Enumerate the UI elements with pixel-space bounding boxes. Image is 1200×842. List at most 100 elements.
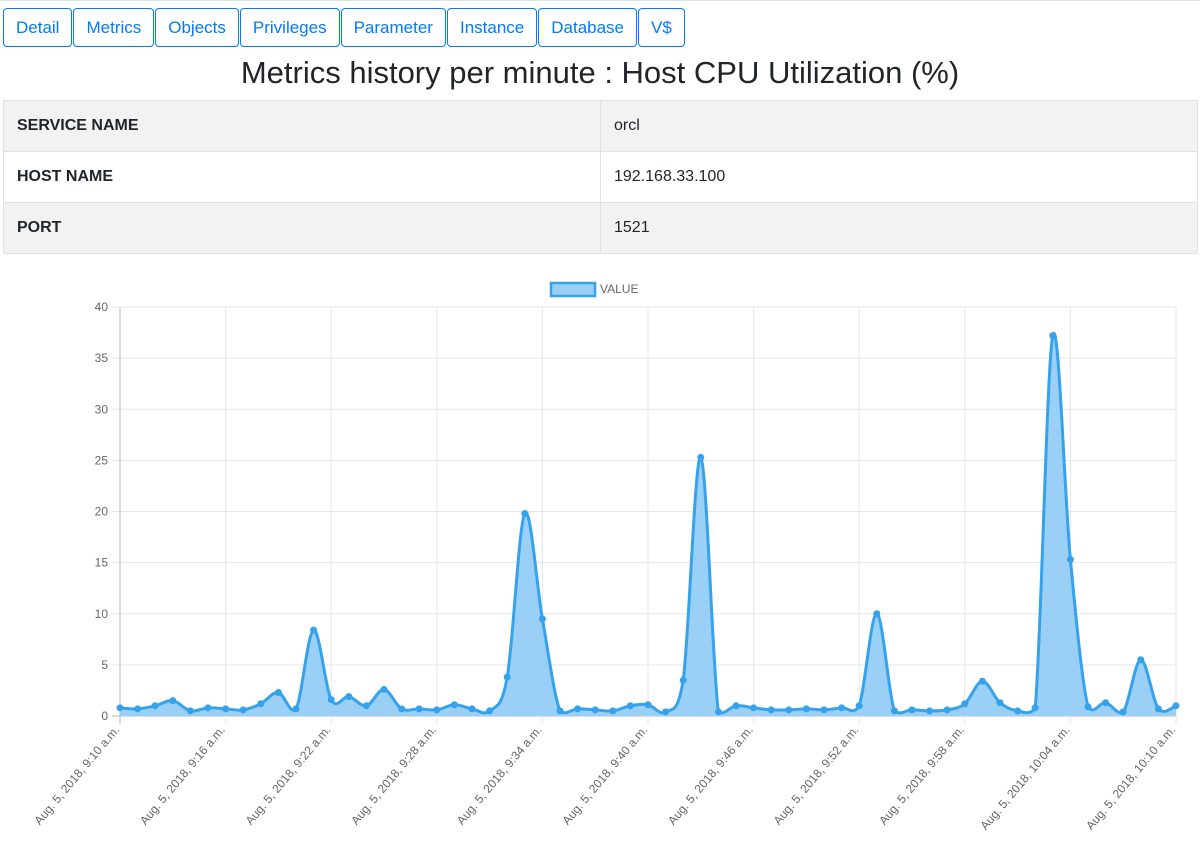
data-point [204, 704, 212, 712]
data-point [961, 700, 969, 708]
data-point [1084, 703, 1092, 711]
data-point [433, 706, 441, 714]
data-point [679, 676, 687, 684]
data-point [134, 705, 142, 713]
host-name-value: 192.168.33.100 [600, 151, 1198, 203]
x-tick-label: Aug. 5, 2018, 9:28 a.m. [348, 723, 439, 828]
data-point [838, 704, 846, 712]
data-point [978, 677, 986, 685]
y-tick-label: 35 [95, 351, 109, 365]
data-point [274, 688, 282, 696]
data-point [556, 707, 564, 715]
y-tick-label: 15 [95, 556, 109, 570]
data-point [538, 615, 546, 623]
data-point [1049, 332, 1057, 340]
data-point [468, 705, 476, 713]
data-point [1102, 699, 1110, 707]
port-label: PORT [3, 202, 601, 254]
data-point [116, 704, 124, 712]
legend-swatch [549, 281, 597, 298]
data-point [486, 707, 494, 715]
table-row: SERVICE NAME orcl [3, 100, 1198, 152]
x-tick-label: Aug. 5, 2018, 10:10 a.m. [1083, 723, 1178, 833]
data-point [697, 453, 705, 461]
tab-objects[interactable]: Objects [155, 8, 239, 47]
data-point [222, 705, 230, 713]
info-table: SERVICE NAME orcl HOST NAME 192.168.33.1… [3, 100, 1198, 254]
data-point [802, 705, 810, 713]
data-point [785, 706, 793, 714]
legend-label: VALUE [600, 282, 638, 296]
data-point [1066, 556, 1074, 564]
data-point [257, 700, 265, 708]
data-point [503, 673, 511, 681]
x-tick-label: Aug. 5, 2018, 9:58 a.m. [876, 723, 967, 828]
data-point [873, 610, 881, 618]
data-point [890, 707, 898, 715]
x-tick-label: Aug. 5, 2018, 9:46 a.m. [665, 723, 756, 828]
x-tick-label: Aug. 5, 2018, 9:10 a.m. [31, 723, 122, 828]
tab-privileges[interactable]: Privileges [239, 8, 340, 47]
tab-parameter[interactable]: Parameter [340, 8, 446, 47]
y-tick-label: 25 [95, 453, 109, 467]
x-tick-label: Aug. 5, 2018, 9:16 a.m. [137, 723, 228, 828]
data-point [591, 706, 599, 714]
x-tick-label: Aug. 5, 2018, 9:52 a.m. [771, 723, 862, 828]
data-point [1154, 705, 1162, 713]
data-point [767, 706, 775, 714]
data-point [908, 706, 916, 714]
series-area [120, 333, 1176, 716]
data-point [943, 706, 951, 714]
data-point [644, 701, 652, 709]
data-point [926, 707, 934, 715]
page-title: Metrics history per minute : Host CPU Ut… [240, 55, 960, 90]
tab-instance[interactable]: Instance [446, 8, 538, 47]
data-point [1172, 702, 1180, 710]
data-point [415, 705, 423, 713]
data-point [292, 705, 300, 713]
x-tick-label: Aug. 5, 2018, 9:22 a.m. [243, 723, 334, 828]
port-value: 1521 [600, 202, 1198, 254]
data-point [186, 707, 194, 715]
data-point [169, 697, 177, 705]
data-point [239, 706, 247, 714]
x-tick-label: Aug. 5, 2018, 10:04 a.m. [977, 723, 1072, 833]
data-point [855, 702, 863, 710]
service-name-label: SERVICE NAME [3, 100, 601, 152]
data-point [1119, 708, 1127, 716]
data-point [609, 707, 617, 715]
nav-tabs: Detail Metrics Objects Privileges Parame… [3, 8, 686, 47]
data-point [626, 702, 634, 710]
y-tick-label: 40 [95, 300, 109, 314]
tab-metrics[interactable]: Metrics [73, 8, 155, 47]
x-tick-label: Aug. 5, 2018, 9:40 a.m. [559, 723, 650, 828]
data-point [1031, 704, 1039, 712]
x-tick-label: Aug. 5, 2018, 9:34 a.m. [454, 723, 545, 828]
table-row: HOST NAME 192.168.33.100 [3, 151, 1198, 203]
data-point [310, 626, 318, 634]
data-point [380, 685, 388, 693]
tab-detail[interactable]: Detail [3, 8, 73, 47]
y-tick-label: 10 [95, 607, 109, 621]
data-point [820, 706, 828, 714]
y-tick-label: 20 [95, 505, 109, 519]
table-row: PORT 1521 [3, 202, 1198, 254]
data-point [398, 705, 406, 713]
service-name-value: orcl [600, 100, 1198, 152]
tab-database[interactable]: Database [538, 8, 638, 47]
host-name-label: HOST NAME [3, 151, 601, 203]
tab-vdollar[interactable]: V$ [638, 8, 685, 47]
data-point [1014, 707, 1022, 715]
y-tick-label: 0 [101, 709, 108, 723]
data-point [327, 696, 335, 704]
data-point [574, 705, 582, 713]
data-point [450, 701, 458, 709]
y-tick-label: 30 [95, 402, 109, 416]
y-tick-label: 5 [101, 658, 108, 672]
data-point [996, 699, 1004, 707]
data-point [662, 708, 670, 716]
data-point [362, 702, 370, 710]
data-point [1137, 656, 1145, 664]
data-point [345, 693, 353, 701]
